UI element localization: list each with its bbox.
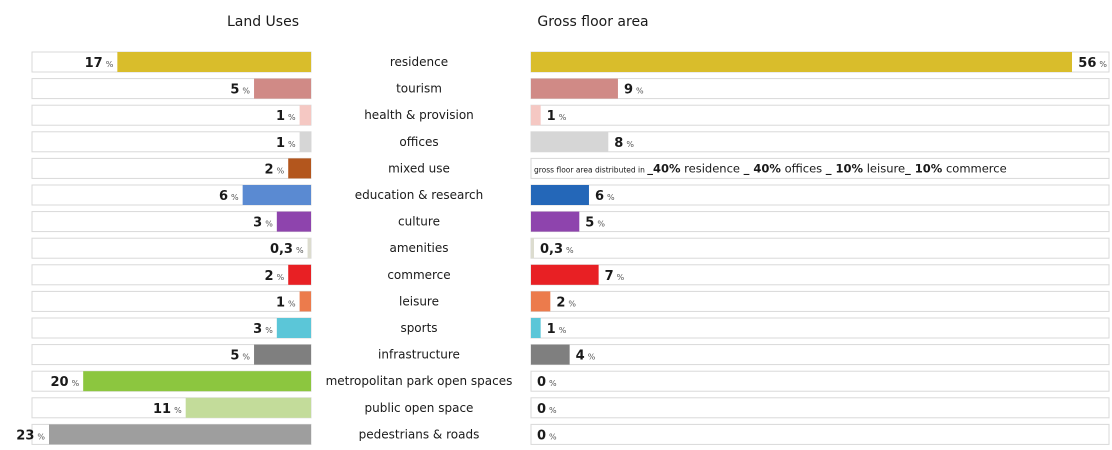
- gfa-bar-infrastructure: [531, 344, 570, 365]
- gfa-bar-tourism: [531, 78, 618, 99]
- category-label-metropolitan-park-open-spaces: metropolitan park open spaces: [326, 374, 513, 388]
- land-use-row-frame-offices: [31, 131, 312, 153]
- gfa-bar-amenities: [531, 238, 534, 259]
- gfa-label-culture: 5%: [585, 216, 605, 231]
- gfa-bar-health-provision: [531, 105, 541, 126]
- gfa-label-sports: 1%: [547, 322, 567, 337]
- land-use-label-residence: 17%: [85, 56, 114, 71]
- land-use-bar-pedestrians-roads: [49, 424, 311, 445]
- land-uses-title: Land Uses: [227, 14, 299, 30]
- category-label-amenities: amenities: [389, 241, 448, 255]
- gfa-row-frame-culture: [530, 211, 1110, 233]
- gfa-label-leisure: 2%: [556, 295, 576, 310]
- land-use-bar-commerce: [288, 264, 311, 285]
- land-use-bar-education-research: [242, 185, 311, 205]
- gfa-label-public-open-space: 0%: [537, 402, 557, 417]
- category-label-health-provision: health & provision: [364, 108, 474, 122]
- category-label-residence: residence: [390, 55, 448, 69]
- gfa-row-frame-education-research: [530, 184, 1110, 206]
- land-use-label-pedestrians-roads: 23%: [16, 428, 45, 443]
- gfa-row-frame-metropolitan-park-open-spaces: [530, 370, 1110, 392]
- gfa-row-frame-pedestrians-roads: [530, 423, 1110, 445]
- gfa-bar-commerce: [531, 264, 599, 285]
- gfa-bar-residence: [531, 52, 1072, 72]
- land-use-bar-metropolitan-park-open-spaces: [83, 371, 311, 392]
- gfa-label-tourism: 9%: [624, 83, 644, 98]
- gfa-row-frame-amenities: [530, 237, 1110, 259]
- land-use-label-education-research: 6%: [219, 189, 239, 204]
- land-use-bar-public-open-space: [185, 397, 311, 418]
- gfa-row-frame-leisure: [530, 290, 1110, 312]
- gfa-bar-offices: [531, 131, 609, 152]
- category-label-education-research: education & research: [355, 188, 483, 202]
- gfa-bar-education-research: [531, 185, 589, 205]
- category-label-sports: sports: [400, 321, 437, 335]
- gfa-label-commerce: 7%: [605, 269, 625, 284]
- land-use-bar-residence: [117, 52, 311, 72]
- gfa-row-frame-sports: [530, 317, 1110, 339]
- category-label-leisure: leisure: [399, 294, 439, 308]
- land-use-label-health-provision: 1%: [276, 109, 296, 124]
- gfa-label-education-research: 6%: [595, 189, 615, 204]
- land-use-label-commerce: 2%: [265, 269, 285, 284]
- gross-floor-area-title: Gross floor area: [537, 14, 648, 30]
- land-use-bar-culture: [276, 211, 311, 232]
- land-use-label-metropolitan-park-open-spaces: 20%: [50, 375, 79, 390]
- gfa-label-offices: 8%: [614, 136, 634, 151]
- land-use-bar-amenities: [307, 238, 311, 259]
- land-use-bar-leisure: [299, 291, 311, 312]
- gfa-label-health-provision: 1%: [547, 109, 567, 124]
- category-label-tourism: tourism: [396, 82, 442, 96]
- category-label-offices: offices: [399, 135, 438, 149]
- land-use-bar-tourism: [254, 78, 311, 99]
- category-label-culture: culture: [398, 215, 440, 229]
- gfa-label-amenities: 0,3%: [540, 242, 574, 257]
- land-use-bar-mixed-use: [288, 158, 311, 179]
- gfa-mixed-use-note: gross floor area distributed in _40% res…: [534, 161, 1007, 176]
- land-use-bar-health-provision: [299, 105, 311, 126]
- land-use-label-leisure: 1%: [276, 295, 296, 310]
- gfa-bar-culture: [531, 211, 580, 232]
- category-label-infrastructure: infrastructure: [378, 348, 460, 362]
- gfa-row-frame-infrastructure: [530, 344, 1110, 366]
- category-label-pedestrians-roads: pedestrians & roads: [359, 427, 480, 441]
- land-use-label-amenities: 0,3%: [270, 242, 304, 257]
- land-use-row-frame-leisure: [31, 290, 312, 312]
- gfa-bar-leisure: [531, 291, 551, 312]
- gfa-row-frame-public-open-space: [530, 397, 1110, 419]
- land-use-label-sports: 3%: [253, 322, 273, 337]
- category-label-public-open-space: public open space: [365, 401, 474, 415]
- land-use-label-tourism: 5%: [230, 83, 250, 98]
- gfa-row-frame-health-provision: [530, 104, 1110, 126]
- gfa-row-frame-mixed-use: [530, 157, 1110, 179]
- land-use-label-public-open-space: 11%: [153, 402, 182, 417]
- land-use-label-infrastructure: 5%: [230, 349, 250, 364]
- land-use-bar-sports: [276, 318, 311, 338]
- gfa-label-metropolitan-park-open-spaces: 0%: [537, 375, 557, 390]
- land-use-bar-offices: [299, 131, 311, 152]
- category-label-mixed-use: mixed use: [388, 161, 450, 175]
- category-label-commerce: commerce: [387, 268, 450, 282]
- land-use-label-culture: 3%: [253, 216, 273, 231]
- gfa-label-residence: 56%: [1078, 56, 1107, 71]
- land-use-row-frame-health-provision: [31, 104, 312, 126]
- gfa-label-infrastructure: 4%: [576, 349, 596, 364]
- land-use-bar-infrastructure: [254, 344, 311, 365]
- land-use-label-offices: 1%: [276, 136, 296, 151]
- gfa-bar-sports: [531, 318, 541, 338]
- land-use-label-mixed-use: 2%: [265, 162, 285, 177]
- gfa-label-pedestrians-roads: 0%: [537, 428, 557, 443]
